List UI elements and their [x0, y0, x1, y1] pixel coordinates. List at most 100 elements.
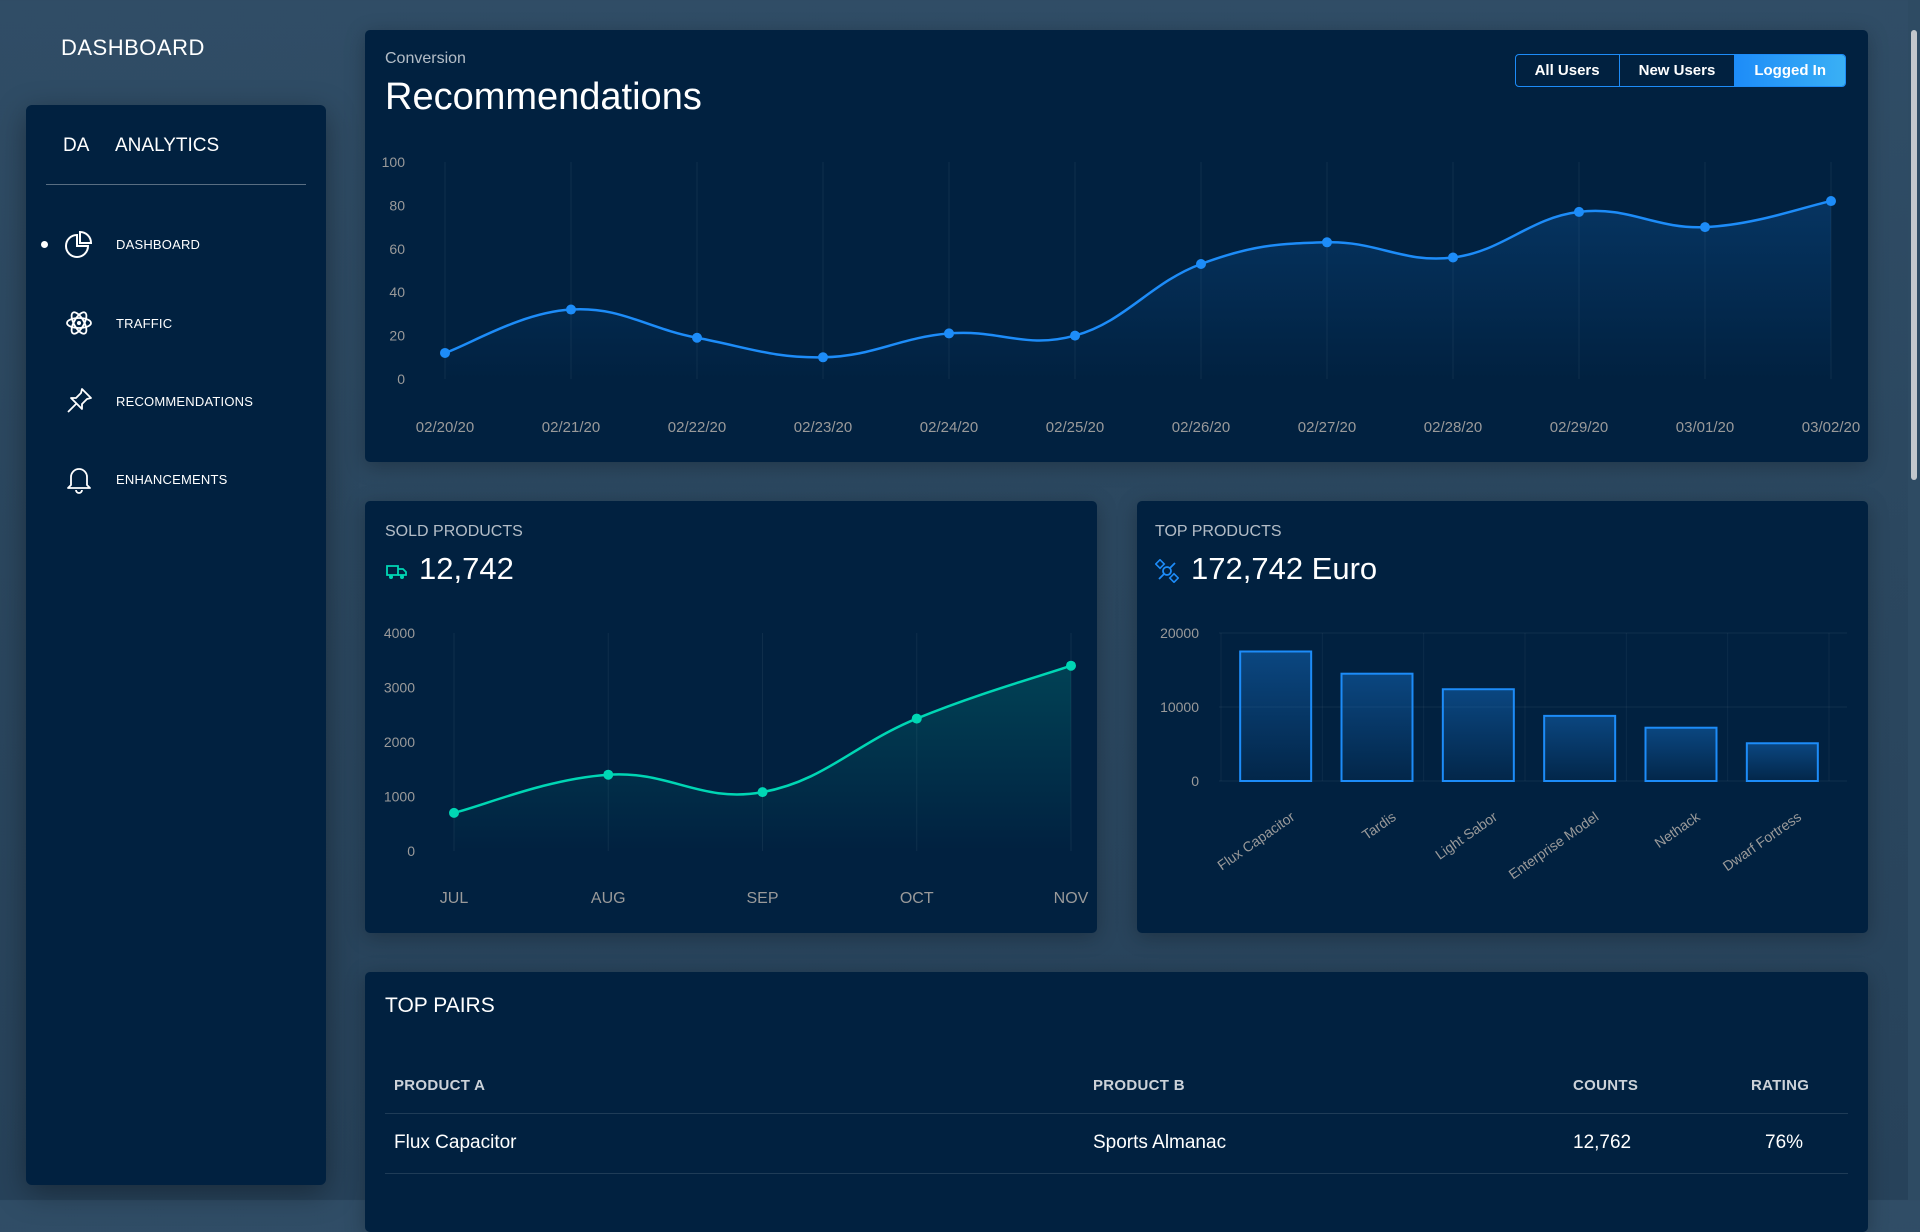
y-tick-label: 80	[389, 197, 405, 213]
y-tick-label: 3000	[384, 680, 415, 696]
sidebar-item-enhancements[interactable]: ENHANCEMENTS	[26, 454, 326, 504]
x-tick-label: JUL	[440, 890, 469, 907]
x-tick-label: Flux Capacitor	[1214, 808, 1297, 873]
table-divider	[385, 1113, 1848, 1114]
x-tick-label: 02/27/20	[1298, 419, 1356, 436]
sidebar-item-label: DASHBOARD	[116, 236, 201, 252]
y-tick-label: 10000	[1160, 699, 1199, 715]
data-point	[1574, 206, 1584, 217]
user-filter-group: All Users New Users Logged In	[1514, 54, 1846, 87]
column-header-rating[interactable]: RATING	[1751, 1077, 1810, 1094]
sidebar-item-dashboard[interactable]: DASHBOARD	[26, 219, 326, 269]
sidebar: DA ANALYTICS DASHBOARD TRAFFIC RECOMMEND…	[26, 105, 326, 1185]
y-tick-label: 0	[397, 371, 405, 387]
filter-new-users-button[interactable]: New Users	[1620, 55, 1736, 86]
top-pairs-card: TOP PAIRS PRODUCT A PRODUCT B COUNTS RAT…	[365, 972, 1868, 1232]
data-point	[1448, 252, 1458, 263]
page-scrollbar[interactable]	[1908, 0, 1920, 1200]
active-indicator	[41, 241, 48, 248]
cell-rating: 76%	[1765, 1132, 1804, 1153]
logo-mini[interactable]: DA	[63, 135, 90, 156]
scrollbar-thumb[interactable]	[1911, 30, 1917, 480]
data-point	[818, 352, 828, 363]
top-products-bar-chart: 0 10000 20000 Flux Capacitor Tardis Light Sab…	[1160, 625, 1847, 882]
card-category: Conversion	[385, 50, 466, 67]
x-tick-label: 02/23/20	[794, 419, 852, 436]
x-tick-label: 02/28/20	[1424, 419, 1482, 436]
card-title: TOP PAIRS	[385, 994, 495, 1017]
x-tick-label: Dwarf Fortress	[1720, 808, 1804, 874]
satellite-icon	[1155, 559, 1179, 583]
y-tick-label: 20000	[1160, 625, 1199, 641]
recommendations-line-chart: 02/20/20 02/21/20 02/22/20 02/23/20 02/24/20…	[382, 154, 1861, 436]
data-point	[449, 807, 459, 818]
data-point	[1070, 330, 1080, 341]
cell-product-a: Flux Capacitor	[394, 1132, 517, 1153]
sidebar-item-label: RECOMMENDATIONS	[116, 393, 254, 409]
logo-text[interactable]: ANALYTICS	[115, 135, 220, 156]
card-title: Recommendations	[385, 76, 702, 118]
data-point	[692, 332, 702, 343]
sidebar-item-label: ENHANCEMENTS	[116, 471, 228, 487]
sidebar-logo[interactable]: DA ANALYTICS	[63, 135, 219, 157]
data-point	[440, 347, 450, 358]
bell-icon	[67, 468, 91, 494]
top-products-card: TOP PRODUCTS 172,742 Euro 0 10000 20000 Flu…	[1137, 501, 1868, 933]
y-tick-label: 1000	[384, 789, 415, 805]
data-point	[1826, 196, 1836, 207]
data-point	[1196, 258, 1206, 269]
x-tick-label: Tardis	[1359, 808, 1399, 843]
bar	[1644, 726, 1718, 782]
y-tick-label: 40	[389, 284, 405, 300]
bar	[1745, 742, 1819, 782]
y-tick-label: 100	[382, 154, 406, 170]
atom-icon	[66, 311, 92, 335]
bar	[1543, 714, 1617, 783]
data-point	[1700, 222, 1710, 233]
data-point	[1066, 660, 1076, 671]
data-point	[944, 328, 954, 339]
chart-pie-icon	[65, 230, 93, 258]
bar	[1441, 688, 1515, 783]
y-tick-label: 0	[407, 843, 415, 859]
y-tick-label: 20	[389, 328, 405, 344]
x-tick-label: 02/26/20	[1172, 419, 1230, 436]
sidebar-item-traffic[interactable]: TRAFFIC	[26, 298, 326, 348]
y-tick-label: 2000	[384, 734, 415, 750]
x-tick-label: Light Sabor	[1432, 808, 1500, 862]
y-tick-label: 0	[1191, 773, 1199, 789]
series-area	[445, 201, 1831, 379]
delivery-truck-icon	[386, 565, 407, 579]
y-tick-label: 4000	[384, 625, 415, 641]
card-category: SOLD PRODUCTS	[385, 523, 523, 540]
card-category: TOP PRODUCTS	[1155, 523, 1282, 540]
sidebar-item-label: TRAFFIC	[116, 315, 173, 331]
series-area	[454, 665, 1071, 851]
x-tick-label: 03/01/20	[1676, 419, 1734, 436]
cell-counts: 12,762	[1573, 1132, 1632, 1153]
data-point	[603, 769, 614, 780]
pin-icon	[67, 388, 92, 413]
data-point	[757, 787, 768, 798]
filter-all-users-button[interactable]: All Users	[1516, 55, 1620, 86]
column-header-counts[interactable]: COUNTS	[1573, 1077, 1639, 1094]
sold-products-card: SOLD PRODUCTS 12,742 JUL AUG SEP OCT NOV 0 100…	[365, 501, 1097, 933]
column-header-product-a[interactable]: PRODUCT A	[394, 1077, 486, 1094]
sidebar-item-recommendations[interactable]: RECOMMENDATIONS	[26, 376, 326, 426]
x-tick-label: Enterprise Model	[1506, 808, 1602, 882]
x-tick-label: 02/25/20	[1046, 419, 1104, 436]
x-tick-label: SEP	[746, 890, 778, 907]
x-tick-label: 03/02/20	[1802, 419, 1860, 436]
x-tick-label: 02/24/20	[920, 419, 978, 436]
x-tick-label: 02/20/20	[416, 419, 474, 436]
x-tick-label: Nethack	[1651, 808, 1703, 851]
x-tick-label: NOV	[1054, 890, 1089, 907]
y-tick-label: 60	[389, 241, 405, 257]
brand-title[interactable]: DASHBOARD	[61, 35, 205, 60]
x-tick-label: 02/29/20	[1550, 419, 1608, 436]
sold-products-line-chart: JUL AUG SEP OCT NOV 0 1000 2000 3000 4000	[384, 625, 1089, 907]
recommendations-card: Conversion Recommendations All Users New…	[365, 30, 1868, 462]
column-header-product-b[interactable]: PRODUCT B	[1093, 1077, 1185, 1094]
bar	[1239, 650, 1313, 782]
filter-logged-in-button[interactable]: Logged In	[1735, 55, 1845, 86]
